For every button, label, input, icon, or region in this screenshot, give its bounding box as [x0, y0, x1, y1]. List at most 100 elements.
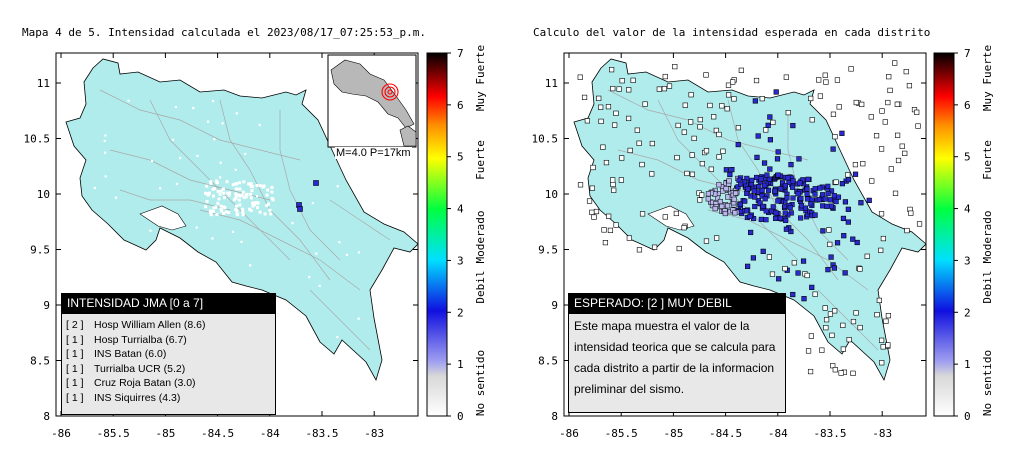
station-marker — [235, 194, 239, 198]
colorbar-tick-label: 1 — [457, 358, 464, 371]
station-marker — [212, 206, 216, 210]
district-marker — [593, 208, 600, 215]
district-marker — [767, 114, 773, 120]
inset-map[interactable] — [327, 54, 417, 148]
district-marker — [827, 241, 833, 247]
station-marker — [234, 192, 238, 196]
district-marker — [859, 101, 865, 108]
district-marker — [831, 193, 837, 199]
colorbar-tick-label: 0 — [964, 410, 971, 423]
district-marker — [726, 178, 732, 184]
station-marker — [249, 196, 253, 200]
district-marker — [630, 77, 636, 83]
station-marker — [93, 186, 96, 190]
x-tick-label: -85 — [663, 427, 683, 440]
station-marker — [238, 203, 242, 207]
station-marker — [236, 193, 240, 197]
district-marker — [776, 276, 782, 282]
station-marker — [265, 193, 269, 197]
district-marker — [773, 89, 779, 95]
district-marker — [868, 114, 874, 120]
district-marker — [831, 265, 837, 271]
station-row: [ 1 ] INS Siquirres (4.3) — [66, 391, 181, 404]
district-marker — [733, 190, 739, 196]
district-marker — [885, 313, 892, 319]
colorbar-tick-label: 3 — [457, 254, 464, 267]
y-tick-label: 9 — [551, 299, 558, 312]
colorbar-tick-label: 7 — [964, 47, 971, 60]
district-marker — [720, 148, 726, 154]
district-markers — [296, 180, 319, 212]
x-tick-label: -85.5 — [97, 427, 130, 440]
station-marker — [159, 245, 162, 248]
station-marker — [219, 204, 223, 208]
district-marker — [817, 185, 823, 191]
district-marker — [769, 271, 776, 277]
district-marker — [681, 129, 687, 135]
x-tick-label: -86 — [559, 427, 579, 440]
district-marker — [845, 177, 852, 183]
district-marker — [763, 208, 769, 214]
district-marker — [783, 226, 789, 232]
district-marker — [822, 196, 828, 202]
district-marker — [834, 77, 841, 83]
district-marker — [723, 167, 729, 173]
station-marker — [244, 195, 248, 199]
district-marker — [634, 127, 640, 133]
y-tick-label: 8.5 — [30, 355, 50, 368]
district-marker — [313, 180, 319, 186]
district-marker — [684, 170, 690, 177]
district-marker — [829, 332, 835, 338]
district-marker — [652, 244, 658, 250]
colorbar-tick-label: 1 — [964, 358, 971, 371]
district-marker — [674, 154, 680, 161]
station-marker — [211, 194, 215, 198]
colorbar-tick-label: 6 — [457, 99, 464, 112]
district-marker — [885, 342, 891, 348]
district-marker — [782, 210, 788, 216]
district-marker — [873, 133, 880, 139]
district-marker — [619, 155, 625, 161]
district-marker — [612, 122, 618, 128]
station-marker — [249, 209, 253, 213]
district-marker — [626, 235, 632, 241]
district-marker — [788, 162, 794, 168]
district-marker — [825, 191, 831, 197]
district-marker — [601, 227, 607, 233]
x-tick-label: -84.5 — [201, 427, 234, 440]
left-map-title: Mapa 4 de 5. Intensidad calculada el 202… — [22, 26, 426, 39]
district-marker — [703, 148, 710, 154]
district-marker — [712, 206, 718, 212]
district-marker — [697, 124, 703, 130]
district-marker — [711, 114, 717, 120]
station-marker — [205, 199, 209, 203]
station-marker — [209, 210, 213, 214]
district-marker — [719, 203, 725, 209]
district-marker — [731, 196, 737, 202]
district-marker — [741, 179, 748, 185]
station-row: [ 1 ] INS Batan (6.0) — [66, 348, 167, 361]
y-tick-label: 9 — [43, 299, 50, 312]
district-marker — [603, 159, 610, 166]
station-marker — [234, 196, 238, 200]
station-marker — [238, 194, 242, 198]
district-marker — [682, 102, 688, 108]
right-colorbar: 7 6 5 4 3 2 1 0 Muy Fuerte Fuerte Moderado Debil No… — [933, 45, 994, 423]
station-marker — [117, 276, 120, 279]
left-map-axes: -86 -85.5 -85 -84.5 -84 -83.5 -83 11 10.5 10 9.5 9 8… — [24, 53, 418, 440]
colorbar-tick-label: 5 — [964, 151, 971, 164]
station-marker — [205, 192, 209, 196]
district-marker — [845, 206, 851, 212]
district-marker — [750, 255, 756, 261]
district-marker — [795, 270, 801, 276]
y-tick-label: 9.5 — [538, 244, 558, 257]
station-marker — [311, 202, 314, 205]
district-marker — [883, 318, 889, 324]
district-marker — [845, 219, 851, 225]
district-marker — [822, 72, 828, 78]
district-marker — [606, 213, 612, 219]
district-marker — [705, 191, 711, 197]
district-marker — [770, 119, 776, 126]
district-marker — [581, 94, 588, 101]
district-marker — [697, 116, 703, 123]
